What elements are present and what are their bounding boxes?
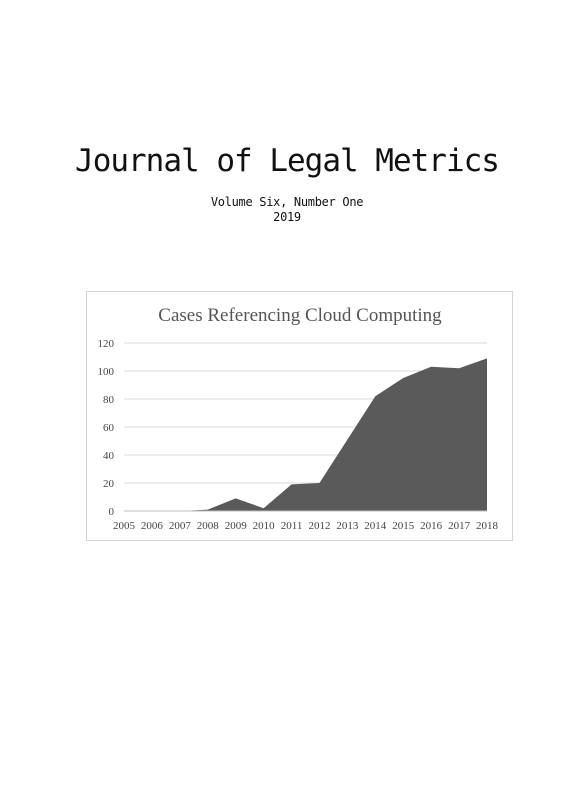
x-tick-label: 2011: [281, 520, 303, 532]
x-tick-label: 2006: [141, 520, 164, 532]
journal-title: Journal of Legal Metrics: [75, 143, 500, 179]
x-tick-label: 2018: [476, 520, 499, 532]
x-tick-label: 2012: [308, 520, 330, 532]
publication-year: 2019: [273, 210, 301, 224]
x-tick-label: 2014: [364, 520, 387, 532]
area-chart: Cases Referencing Cloud Computing 0 20 40 6…: [98, 305, 499, 532]
x-tick-label: 2007: [169, 520, 192, 532]
y-tick-label: 0: [109, 506, 115, 518]
series-area: [124, 358, 487, 511]
x-tick-label: 2015: [392, 520, 415, 532]
x-tick-label: 2017: [448, 520, 471, 532]
volume-number: Volume Six, Number One: [210, 195, 364, 209]
y-tick-label: 40: [103, 450, 115, 462]
y-tick-label: 80: [103, 394, 115, 406]
x-tick-label: 2005: [113, 520, 136, 532]
y-tick-label: 100: [98, 366, 115, 378]
x-tick-label: 2016: [420, 520, 443, 532]
x-tick-label: 2010: [253, 520, 276, 532]
y-tick-label: 60: [103, 422, 115, 434]
x-tick-label: 2013: [336, 520, 359, 532]
chart-title: Cases Referencing Cloud Computing: [158, 305, 442, 326]
chart-figure: Cases Referencing Cloud Computing 0 20 40 6…: [86, 291, 513, 541]
x-tick-label: 2009: [225, 520, 248, 532]
y-tick-label: 120: [98, 338, 115, 350]
y-tick-label: 20: [103, 478, 115, 490]
x-tick-label: 2008: [197, 520, 220, 532]
